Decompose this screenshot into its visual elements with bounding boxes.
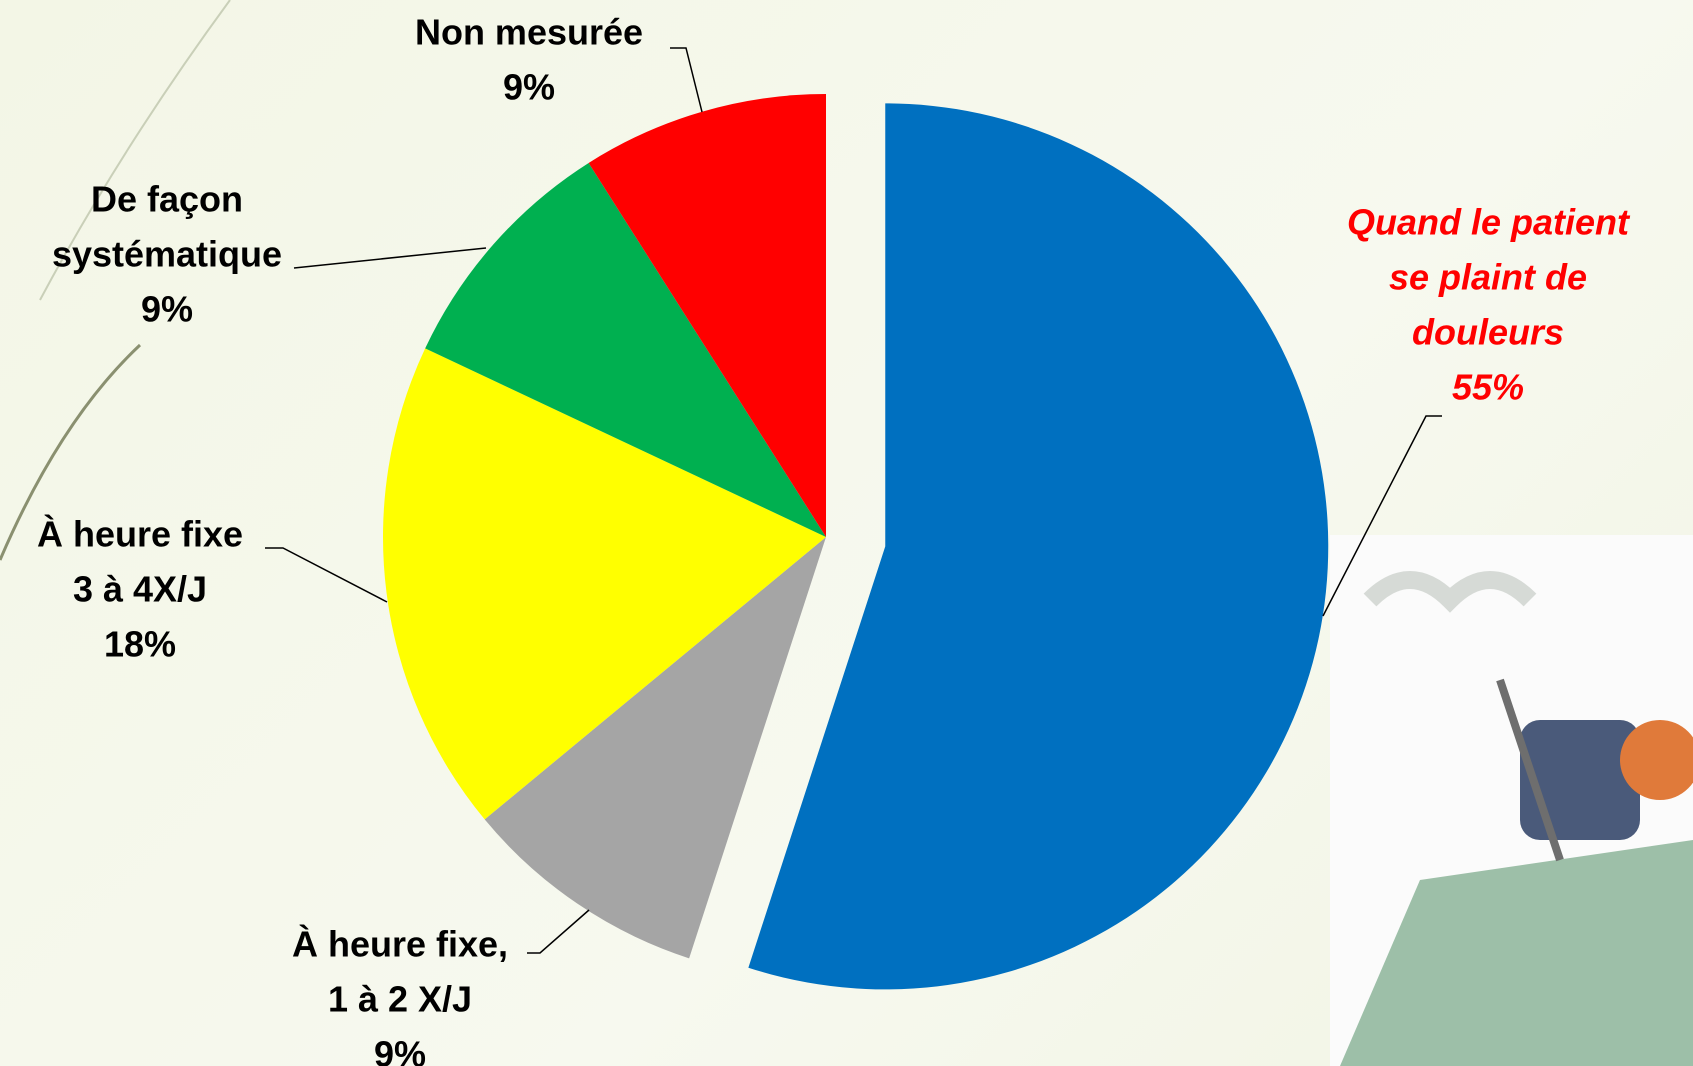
value-label: 9% (141, 289, 193, 330)
slice-label: se plaint de (1389, 257, 1587, 298)
leader-line (265, 548, 387, 602)
leader-line (527, 910, 589, 953)
leader-line (294, 248, 486, 268)
slice-label: De façon (91, 179, 243, 220)
value-label: 18% (104, 624, 176, 665)
slice-label: À heure fixe, (292, 924, 508, 965)
slice-label: À heure fixe (37, 514, 243, 555)
leader-line (670, 48, 702, 112)
slice-label: systématique (52, 234, 282, 275)
chart: Quand le patient se plaint de douleurs 55% À… (0, 0, 1693, 1066)
slice-label: 1 à 2 X/J (328, 979, 472, 1020)
value-label: 55% (1452, 367, 1524, 408)
slice-label: Quand le patient (1347, 202, 1631, 243)
slice-label: Non mesurée (415, 12, 643, 53)
pie (383, 94, 1328, 989)
pie-slice (748, 103, 1328, 989)
illustration (1330, 535, 1693, 1066)
value-label: 9% (503, 67, 555, 108)
slice-label: douleurs (1412, 312, 1564, 353)
slice-label: 3 à 4X/J (73, 569, 207, 610)
value-label: 9% (374, 1034, 426, 1066)
